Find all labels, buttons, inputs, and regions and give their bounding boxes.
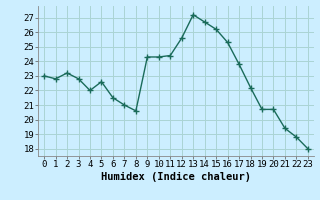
X-axis label: Humidex (Indice chaleur): Humidex (Indice chaleur) bbox=[101, 172, 251, 182]
